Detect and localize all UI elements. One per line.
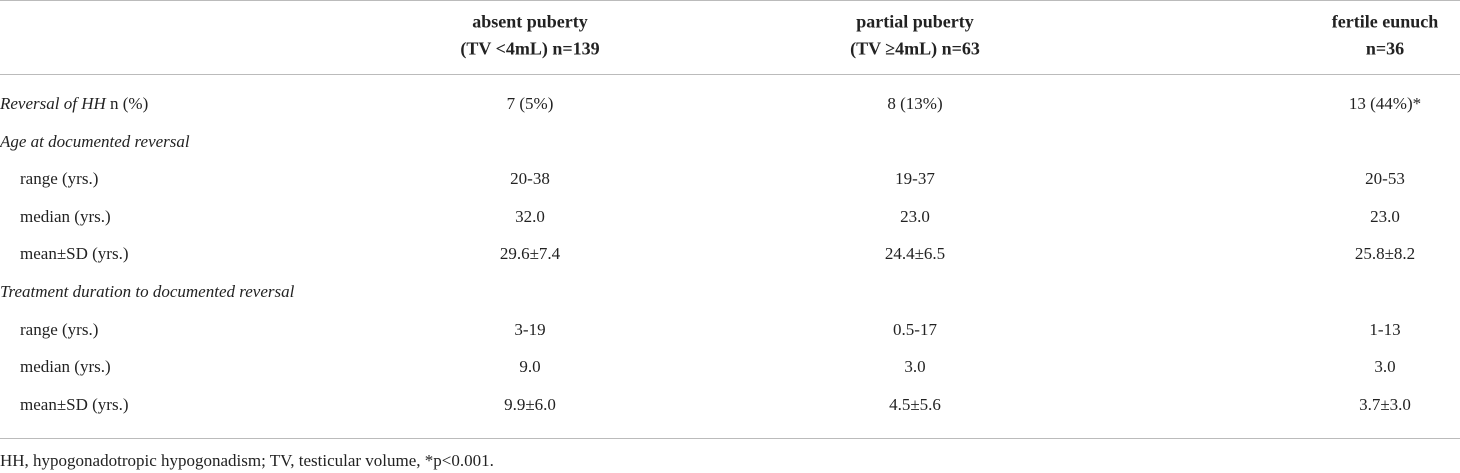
cell-value: 13 (44%)*	[1348, 94, 1422, 113]
header-line: partial puberty	[856, 11, 974, 32]
cell-value: 24.4±6.5	[884, 244, 946, 264]
top-rule	[0, 0, 1460, 1]
cell-value: 7 (5%)	[506, 94, 554, 113]
cell-value: 3.0	[1374, 357, 1396, 377]
cell-value: 32.0	[515, 206, 545, 226]
cell-value: 3.7±3.0	[1359, 394, 1411, 414]
cell-value: 19-37	[895, 169, 935, 189]
footnote: HH, hypogonadotropic hypogonadism; TV, t…	[0, 451, 494, 470]
row-label: range (yrs.)	[20, 169, 99, 189]
cell-value: 9.9±6.0	[504, 394, 556, 414]
cell-value: 4.5±5.6	[889, 394, 941, 414]
cell-value: 20-53	[1365, 169, 1405, 189]
row-label-italic: Reversal of HH	[0, 94, 106, 113]
cell-value: 23.0	[900, 206, 930, 226]
cell-value: 1-13	[1369, 319, 1401, 339]
header-line: (TV <4mL) n=139	[460, 38, 600, 59]
section-label: Treatment duration to documented reversa…	[0, 282, 295, 301]
cell-value: 3-19	[514, 319, 546, 339]
header-line: fertile eunuch	[1331, 11, 1439, 32]
bottom-rule	[0, 438, 1460, 439]
header-rule	[0, 74, 1460, 75]
cell-value: 25.8±8.2	[1354, 244, 1416, 264]
cell-value: 29.6±7.4	[499, 244, 561, 264]
header-line: n=36	[1365, 38, 1405, 59]
row-label: range (yrs.)	[20, 319, 99, 339]
row-label: median (yrs.)	[20, 206, 111, 226]
cell-value: 20-38	[510, 169, 550, 189]
row-label-suffix: n (%)	[110, 94, 149, 113]
section-label: Age at documented reversal	[0, 131, 190, 151]
row-label: Reversal of HH n (%)	[0, 94, 148, 114]
cell-value: 23.0	[1370, 206, 1400, 226]
cell-value: 0.5-17	[893, 319, 937, 339]
row-label: mean±SD (yrs.)	[20, 244, 129, 264]
cell-value: 8 (13%)	[887, 94, 943, 113]
row-label: mean±SD (yrs.)	[20, 394, 129, 414]
row-label: median (yrs.)	[20, 357, 111, 377]
header-line: (TV ≥4mL) n=63	[850, 38, 980, 59]
cell-value: 3.0	[904, 357, 926, 377]
cell-value: 9.0	[519, 357, 541, 377]
header-line: absent puberty	[472, 11, 588, 32]
